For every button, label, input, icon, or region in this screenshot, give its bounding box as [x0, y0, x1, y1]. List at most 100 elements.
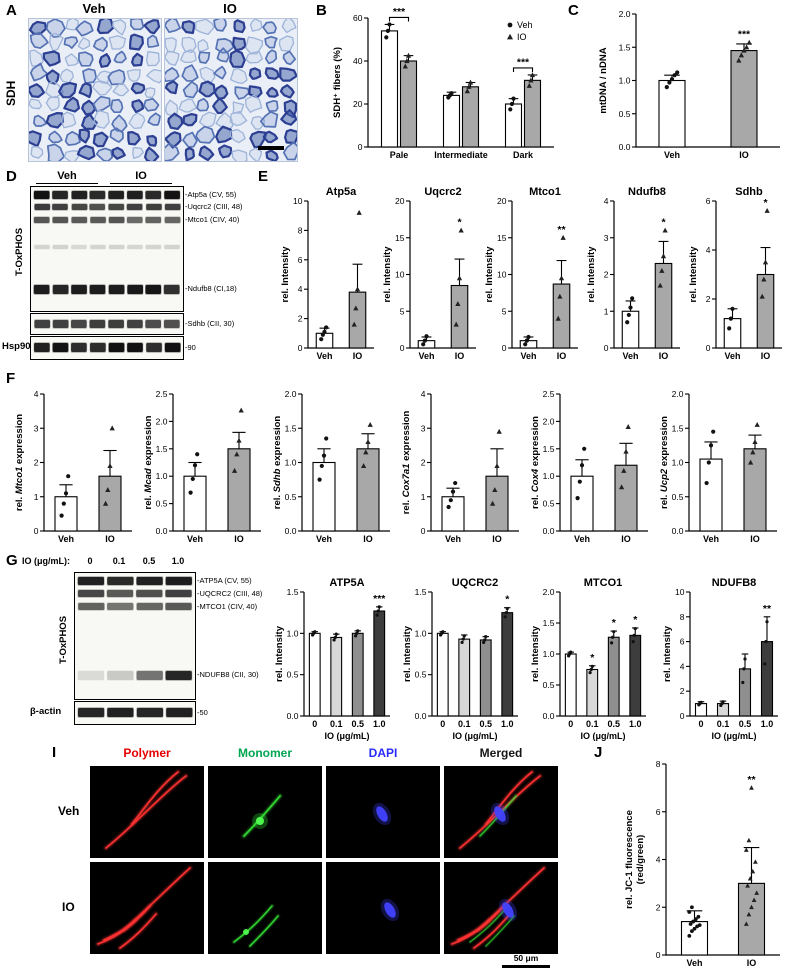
- svg-text:Veh: Veh: [517, 20, 533, 30]
- blot-hsp90: [30, 336, 184, 360]
- panel-a-io-label: IO: [223, 1, 237, 16]
- svg-text:1.5: 1.5: [543, 444, 555, 454]
- svg-text:1.0: 1.0: [287, 628, 299, 638]
- chart-cox7a1-expression: 0 1 2 3 4 rel. Cox7a1 expression Veh IO: [399, 386, 523, 546]
- svg-text:Veh: Veh: [574, 534, 590, 544]
- chart-sdhb-intensity: 0 2 4 6 rel. Intensity Sdhb Veh IO *: [686, 183, 786, 363]
- svg-text:8: 8: [656, 759, 661, 769]
- svg-text:IO (μg/mL): IO (μg/mL): [325, 731, 370, 741]
- svg-text:40: 40: [353, 56, 363, 66]
- svg-text:***: ***: [373, 593, 386, 605]
- svg-text:15: 15: [395, 233, 405, 243]
- svg-text:rel. Sdhb expression: rel. Sdhb expression: [272, 416, 283, 510]
- panel-label-d: D: [6, 168, 17, 185]
- svg-text:6: 6: [656, 807, 661, 817]
- svg-text:6: 6: [298, 255, 303, 265]
- svg-text:*: *: [505, 594, 510, 606]
- svg-text:0: 0: [34, 526, 39, 536]
- dose-1-0: 1.0: [171, 556, 185, 566]
- svg-text:IO (μg/mL): IO (μg/mL): [712, 731, 757, 741]
- svg-text:2: 2: [34, 458, 39, 468]
- svg-text:IO: IO: [621, 534, 631, 544]
- scale-bar-i: [502, 965, 550, 968]
- svg-text:rel. Intensity: rel. Intensity: [484, 246, 495, 303]
- chart-ndufb8-intensity: 0 1 2 3 4 rel. Intensity Ndufb8 Veh IO *: [584, 183, 684, 363]
- polymer-column-label: Polymer: [123, 746, 171, 760]
- svg-text:*: *: [633, 614, 638, 626]
- dose-0-5: 0.5: [142, 556, 156, 566]
- blot-d-side-label: T-OxPHOS: [14, 227, 25, 276]
- svg-text:2: 2: [706, 294, 711, 304]
- panel-label-g: G: [6, 552, 18, 569]
- svg-text:**: **: [557, 224, 566, 236]
- scale-label-i: 50 μm: [513, 953, 539, 963]
- svg-text:mtDNA / nDNA: mtDNA / nDNA: [598, 47, 609, 113]
- svg-text:SDH⁺ fibers (%): SDH⁺ fibers (%): [332, 47, 343, 118]
- dose-0-1: 0.1: [112, 556, 126, 566]
- svg-text:Veh: Veh: [703, 534, 719, 544]
- svg-text:**: **: [763, 603, 772, 615]
- hsp90-label: Hsp90: [2, 341, 31, 352]
- svg-text:1.0: 1.0: [672, 458, 684, 468]
- band-label-mtco1-g: -MTCO1 (CIV, 40): [197, 602, 258, 611]
- svg-text:1.0: 1.0: [543, 471, 555, 481]
- svg-text:Sdhb: Sdhb: [735, 186, 763, 198]
- svg-text:2.0: 2.0: [285, 389, 297, 399]
- svg-text:20: 20: [395, 196, 405, 206]
- svg-text:0.1: 0.1: [458, 719, 471, 729]
- svg-text:8: 8: [680, 612, 685, 622]
- svg-text:1.5: 1.5: [619, 42, 631, 52]
- svg-text:0.1: 0.1: [586, 719, 599, 729]
- chart-sdhb-expression: 0.0 0.5 1.0 1.5 2.0 rel. Sdhb expression Veh IO: [270, 386, 394, 546]
- svg-text:1.5: 1.5: [672, 423, 684, 433]
- svg-text:10: 10: [395, 270, 405, 280]
- svg-text:0: 0: [400, 343, 405, 353]
- svg-text:*: *: [763, 197, 768, 209]
- svg-text:10: 10: [675, 587, 685, 597]
- svg-text:8: 8: [298, 225, 303, 235]
- merged-column-label: Merged: [479, 746, 523, 760]
- blot-d-io-label: IO: [110, 170, 172, 184]
- svg-text:5: 5: [502, 306, 507, 316]
- svg-text:IO: IO: [455, 351, 465, 361]
- image-veh-monomer: [208, 766, 322, 858]
- chart-mtco1-intensity: 0 5 10 15 20 rel. Intensity Mtco1 Veh IO **: [482, 183, 582, 363]
- chart-uqcrc2-dose: 0.0 0.5 1.0 1.5 rel. Intensity UQCRC2 0 0.1 0.5 1…: [400, 574, 522, 742]
- svg-text:15: 15: [497, 233, 507, 243]
- svg-text:4: 4: [604, 196, 609, 206]
- chart-ucp2-expression: 0.0 0.5 1.0 1.5 2.0 rel. Ucp2 expression Veh IO: [657, 386, 781, 546]
- svg-text:rel. Cox7a1 expression: rel. Cox7a1 expression: [401, 411, 412, 515]
- band-label-mtco1: -Mtco1 (CIV, 40): [185, 215, 240, 224]
- svg-text:1: 1: [421, 492, 426, 502]
- svg-text:10: 10: [293, 196, 303, 206]
- image-veh-merged: [444, 766, 558, 858]
- svg-text:***: ***: [517, 56, 530, 68]
- blot-oxphos-tissue: [30, 186, 184, 312]
- svg-text:0.5: 0.5: [543, 680, 555, 690]
- svg-text:5: 5: [400, 306, 405, 316]
- chart-atp5a-dose: 0.0 0.5 1.0 1.5 rel. Intensity ATP5A 0 0.1 0.5 1.…: [272, 574, 394, 742]
- jc1-row-veh: Veh: [58, 804, 80, 818]
- svg-text:Veh: Veh: [316, 534, 332, 544]
- svg-text:0: 0: [656, 950, 661, 960]
- svg-text:0.5: 0.5: [619, 109, 631, 119]
- blot-oxphos-cells: [74, 572, 196, 700]
- sdh-micrograph-veh: [28, 18, 162, 162]
- band-label-50: -50: [197, 708, 208, 717]
- svg-text:rel. Intensity: rel. Intensity: [402, 625, 413, 682]
- dose-0: 0: [87, 556, 93, 566]
- svg-text:*: *: [612, 617, 617, 629]
- svg-text:1.0: 1.0: [373, 719, 386, 729]
- chart-jc1-fluorescence: 0 2 4 6 8 rel. JC-1 fluorescence (red/green) Ve…: [622, 756, 784, 970]
- image-veh-polymer: [90, 766, 204, 858]
- svg-text:1.0: 1.0: [629, 719, 642, 729]
- svg-text:4: 4: [656, 855, 661, 865]
- svg-text:0.5: 0.5: [672, 492, 684, 502]
- svg-text:0.1: 0.1: [717, 719, 730, 729]
- image-io-polymer: [90, 862, 204, 954]
- svg-text:10: 10: [497, 270, 507, 280]
- svg-text:0.0: 0.0: [543, 526, 555, 536]
- svg-text:***: ***: [738, 29, 751, 41]
- svg-text:*: *: [457, 216, 462, 228]
- band-label-atp5a: -Atp5a (CV, 55): [185, 190, 237, 199]
